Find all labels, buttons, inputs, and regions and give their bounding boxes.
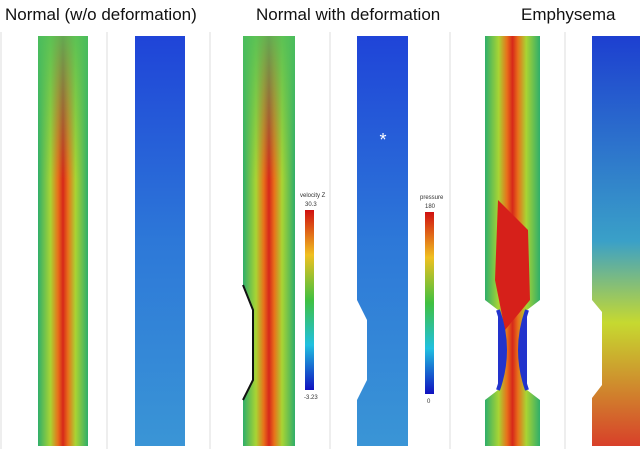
colorbar-label: pressure <box>420 195 444 201</box>
colorbar-min: -3.23 <box>304 395 318 401</box>
velocity-field <box>38 36 88 446</box>
annotation: * <box>379 130 386 150</box>
pressure-field: * <box>357 36 408 446</box>
colorbar-label: velocity Z <box>300 193 326 199</box>
velocity-colorbar: velocity Z 30.3 -3.23 <box>300 193 326 401</box>
pressure-colorbar: pressure 180 0 <box>420 195 444 405</box>
panel-title: Emphysema <box>521 5 616 24</box>
titles: Normal (w/o deformation) Normal with def… <box>5 5 616 24</box>
colorbar-max: 180 <box>425 204 436 210</box>
pressure-field <box>135 36 185 446</box>
colorbar-max: 30.3 <box>305 202 317 208</box>
panel-title: Normal with deformation <box>256 5 440 24</box>
colorbar-min: 0 <box>427 399 431 405</box>
panel-title: Normal (w/o deformation) <box>5 5 197 24</box>
pressure-field <box>592 36 640 446</box>
velocity-field <box>243 36 295 446</box>
velocity-field <box>485 36 540 446</box>
figure: Normal (w/o deformation) Normal with def… <box>0 0 640 449</box>
